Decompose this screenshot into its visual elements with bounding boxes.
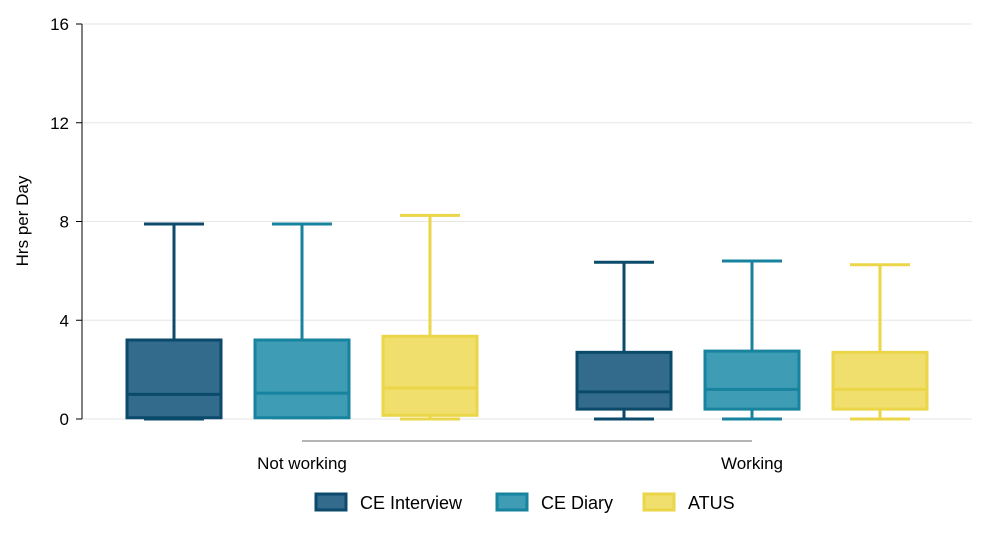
category-label: Working: [721, 454, 783, 473]
box-atus-working: [831, 263, 929, 421]
box-iqr: [703, 349, 801, 411]
legend-swatch: [314, 492, 348, 512]
legend-label: ATUS: [688, 493, 735, 513]
y-tick-label: 0: [60, 410, 69, 429]
legend: CE Interview CE Diary ATUS: [314, 492, 735, 513]
category-label: Not working: [257, 454, 347, 473]
box-ce-interview-working: [575, 260, 673, 421]
box-ce-diary-not-working: [253, 222, 351, 420]
category-labels: Not working Working: [257, 454, 783, 473]
gridlines: [82, 23, 972, 420]
box-ce-diary-working: [703, 259, 801, 421]
legend-item: ATUS: [642, 492, 735, 513]
y-tick-label: 16: [50, 15, 69, 34]
y-tick-label: 8: [60, 213, 69, 232]
boxes: [125, 213, 929, 421]
legend-swatch: [642, 492, 676, 512]
box-atus-not-working: [381, 213, 479, 421]
box-iqr: [381, 334, 479, 417]
box-iqr: [253, 338, 351, 420]
y-tick-label: 4: [60, 311, 69, 330]
y-axis-title: Hrs per Day: [13, 175, 32, 266]
y-tick-label: 12: [50, 114, 69, 133]
box-iqr: [125, 338, 223, 420]
legend-label: CE Interview: [360, 493, 463, 513]
box-iqr: [831, 350, 929, 411]
box-ce-interview-not-working: [125, 222, 223, 421]
box-iqr: [575, 350, 673, 411]
legend-swatch: [495, 492, 529, 512]
legend-item: CE Diary: [495, 492, 613, 513]
y-axis: 0 4 8 12 16: [50, 15, 83, 429]
legend-item: CE Interview: [314, 492, 463, 513]
legend-label: CE Diary: [541, 493, 613, 513]
